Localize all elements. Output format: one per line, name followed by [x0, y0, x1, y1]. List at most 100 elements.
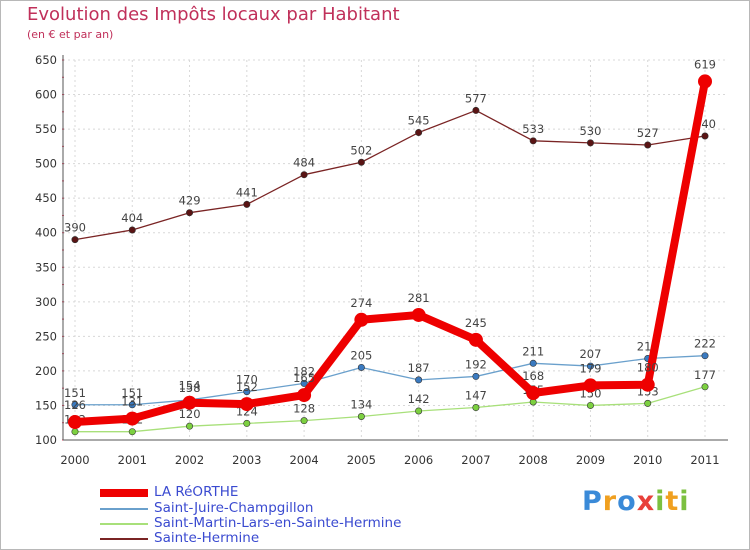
point-saint-juire-champgillon-2011 [701, 352, 709, 360]
point-sainte-hermine-2010 [644, 141, 652, 149]
data-label-saint-juire-champgillon-2008: 211 [522, 344, 544, 358]
point-la-r-orthe-2006 [411, 307, 426, 322]
point-sainte-hermine-2003 [243, 200, 251, 208]
y-tick-label-650: 650 [35, 53, 57, 67]
data-label-la-r-orthe-2002: 154 [179, 379, 201, 393]
data-label-sainte-hermine-2006: 545 [408, 114, 430, 128]
point-sainte-hermine-2007 [472, 106, 480, 114]
point-la-r-orthe-2003 [239, 397, 254, 412]
point-saint-juire-champgillon-2005 [357, 363, 365, 371]
x-tick-label-2010: 2010 [633, 453, 662, 467]
data-label-la-r-orthe-2005: 274 [350, 296, 372, 310]
x-tick-label-2009: 2009 [576, 453, 605, 467]
point-saint-martin-lars-en-sainte-hermine-2011 [701, 383, 709, 391]
data-label-la-r-orthe-2009: 179 [579, 361, 601, 375]
point-saint-martin-lars-en-sainte-hermine-2002 [186, 422, 194, 430]
chart-title: Evolution des Impôts locaux par Habitant [27, 4, 400, 25]
point-saint-martin-lars-en-sainte-hermine-2009 [586, 401, 594, 409]
data-label-saint-martin-lars-en-sainte-hermine-2002: 120 [179, 407, 201, 421]
point-sainte-hermine-2011 [701, 132, 709, 140]
logo-letter-o: o [617, 486, 637, 517]
x-tick-label-2007: 2007 [461, 453, 490, 467]
point-saint-juire-champgillon-2003 [243, 388, 251, 396]
point-saint-martin-lars-en-sainte-hermine-2003 [243, 419, 251, 427]
y-tick-label-100: 100 [35, 433, 57, 447]
point-saint-juire-champgillon-2008 [529, 359, 537, 367]
data-label-la-r-orthe-2006: 281 [408, 291, 430, 305]
legend-label-la-reorthe: LA RéORTHE [154, 484, 239, 500]
data-label-sainte-hermine-2001: 404 [121, 211, 143, 225]
point-sainte-hermine-2009 [586, 139, 594, 147]
legend-label-saint-juire: Saint-Juire-Champgillon [154, 500, 314, 516]
data-label-la-r-orthe-2001: 131 [121, 395, 143, 409]
point-sainte-hermine-2004 [300, 171, 308, 179]
point-saint-martin-lars-en-sainte-hermine-2001 [128, 428, 136, 436]
data-label-saint-juire-champgillon-2004: 182 [293, 364, 315, 378]
data-label-la-r-orthe-2003: 152 [236, 380, 258, 394]
point-la-r-orthe-2011 [698, 74, 712, 89]
point-sainte-hermine-2002 [186, 209, 194, 217]
point-saint-martin-lars-en-sainte-hermine-2004 [300, 417, 308, 425]
proxiti-logo: Proxiti [582, 486, 690, 517]
data-label-saint-martin-lars-en-sainte-hermine-2011: 177 [694, 368, 716, 382]
point-saint-juire-champgillon-2004 [300, 379, 308, 387]
legend-swatch-la-reorthe [100, 489, 148, 497]
chart-subtitle: (en € et par an) [27, 28, 114, 41]
y-tick-label-550: 550 [35, 122, 57, 136]
data-label-sainte-hermine-2002: 429 [179, 194, 201, 208]
point-saint-juire-champgillon-2009 [586, 362, 594, 370]
x-tick-label-2011: 2011 [690, 453, 719, 467]
series-line-la-r-orthe [71, 77, 709, 427]
data-label-sainte-hermine-2000: 390 [64, 221, 86, 235]
point-saint-juire-champgillon-2000 [71, 401, 79, 409]
point-la-r-orthe-2004 [297, 388, 312, 403]
data-label-saint-juire-champgillon-2011: 222 [694, 337, 716, 351]
point-la-r-orthe-2000 [68, 415, 82, 430]
point-saint-martin-lars-en-sainte-hermine-2007 [472, 404, 480, 412]
legend-swatch-sainte-hermine [100, 538, 148, 540]
data-label-sainte-hermine-2007: 577 [465, 91, 487, 105]
y-tick-label-200: 200 [35, 364, 57, 378]
data-label-sainte-hermine-2009: 530 [579, 124, 601, 138]
data-label-saint-martin-lars-en-sainte-hermine-2007: 147 [465, 389, 487, 403]
series-line-saint-martin-lars-en-sainte-hermine [74, 386, 706, 433]
point-saint-juire-champgillon-2006 [415, 376, 423, 384]
point-la-r-orthe-2010 [640, 377, 655, 392]
data-label-la-r-orthe-2000: 126 [64, 398, 86, 412]
logo-letter-r: r [602, 486, 618, 517]
legend-swatch-saint-martin [100, 523, 148, 525]
y-tick-label-500: 500 [35, 157, 57, 171]
data-label-saint-juire-champgillon-2007: 192 [465, 357, 487, 371]
x-tick-label-2003: 2003 [232, 453, 261, 467]
logo-letter-i2: i [679, 486, 690, 517]
point-la-r-orthe-2009 [583, 378, 598, 393]
point-sainte-hermine-2001 [128, 226, 136, 234]
x-tick-label-2002: 2002 [175, 453, 204, 467]
y-tick-label-450: 450 [35, 191, 57, 205]
legend-label-sainte-hermine: Sainte-Hermine [154, 530, 260, 546]
point-la-r-orthe-2005 [354, 312, 369, 327]
data-label-sainte-hermine-2003: 441 [236, 185, 258, 199]
x-tick-label-2006: 2006 [404, 453, 433, 467]
point-saint-martin-lars-en-sainte-hermine-2000 [71, 428, 79, 436]
point-saint-juire-champgillon-2001 [128, 401, 136, 409]
data-label-sainte-hermine-2005: 502 [350, 143, 372, 157]
y-tick-label-600: 600 [35, 88, 57, 102]
point-sainte-hermine-2006 [415, 129, 423, 137]
x-tick-label-2004: 2004 [289, 453, 318, 467]
data-label-sainte-hermine-2008: 533 [522, 122, 544, 136]
x-tick-label-2000: 2000 [60, 453, 89, 467]
point-saint-martin-lars-en-sainte-hermine-2010 [644, 399, 652, 407]
data-label-sainte-hermine-2010: 527 [637, 126, 659, 140]
y-tick-label-400: 400 [35, 226, 57, 240]
legend-label-saint-martin: Saint-Martin-Lars-en-Sainte-Hermine [154, 515, 402, 531]
data-label-la-r-orthe-2008: 168 [522, 369, 544, 383]
logo-letter-x: x [636, 486, 656, 517]
x-tick-label-2008: 2008 [519, 453, 548, 467]
point-saint-martin-lars-en-sainte-hermine-2006 [415, 407, 423, 415]
logo-letter-p: P [582, 486, 603, 517]
point-sainte-hermine-2008 [529, 137, 537, 145]
point-sainte-hermine-2000 [71, 236, 79, 244]
